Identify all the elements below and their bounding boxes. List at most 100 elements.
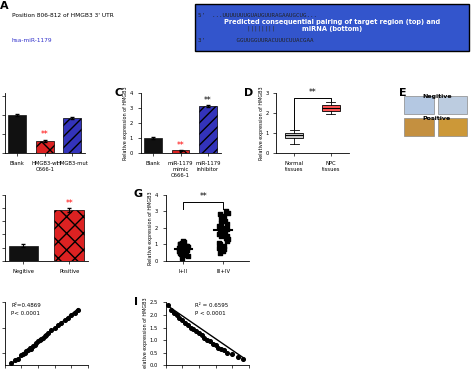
Point: [24, 347, 32, 353]
Point: [215, 240, 223, 246]
Point: [164, 302, 172, 308]
Point: [216, 241, 224, 247]
PathPatch shape: [285, 132, 303, 138]
Y-axis label: Relative expression of HMGB3: Relative expression of HMGB3: [143, 297, 148, 369]
Point: [27, 346, 35, 352]
Point: [184, 253, 191, 259]
Text: P< 0.0001: P< 0.0001: [11, 311, 40, 316]
Point: [181, 248, 188, 254]
Point: [179, 238, 187, 244]
Point: [206, 338, 214, 344]
Point: [222, 235, 230, 241]
Point: [183, 247, 191, 253]
Text: ||||||||: ||||||||: [198, 25, 274, 31]
Bar: [144, 138, 162, 153]
Text: Position 806-812 of HMGB3 3' UTR: Position 806-812 of HMGB3 3' UTR: [12, 13, 113, 18]
Point: [218, 217, 225, 223]
Point: [23, 349, 30, 355]
Point: [21, 350, 28, 356]
Point: [220, 230, 228, 236]
Text: E: E: [399, 88, 407, 98]
Point: [29, 344, 37, 349]
Bar: [404, 118, 434, 136]
Point: [218, 233, 225, 239]
Point: [223, 233, 231, 239]
Point: [182, 243, 190, 249]
Text: **: **: [177, 141, 184, 150]
Bar: [199, 106, 217, 153]
Point: [184, 322, 191, 328]
Point: [36, 337, 44, 343]
Point: [43, 332, 50, 338]
PathPatch shape: [321, 105, 340, 111]
X-axis label: C666-1: C666-1: [35, 167, 54, 172]
Point: [224, 238, 231, 244]
Text: 5'  ...UUUUUUUGUAUGUURAGAAUGCUG...: 5' ...UUUUUUUGUAUGUURAGAAUGCUG...: [198, 13, 317, 18]
Point: [215, 245, 223, 251]
Bar: [55, 210, 84, 261]
Point: [18, 352, 25, 358]
Bar: [438, 118, 467, 136]
Point: [187, 325, 194, 331]
Y-axis label: Relative expression of HMGB3: Relative expression of HMGB3: [148, 191, 153, 265]
Point: [221, 218, 228, 224]
Point: [182, 246, 189, 252]
Point: [19, 351, 27, 357]
Point: [224, 237, 231, 242]
Point: [177, 241, 184, 246]
Bar: [64, 118, 81, 153]
Point: [203, 337, 211, 343]
Point: [178, 240, 185, 246]
Point: [190, 326, 197, 332]
Point: [181, 251, 188, 256]
Point: [212, 342, 219, 348]
Point: [182, 252, 190, 258]
Point: [201, 335, 208, 341]
Text: P < 0.0001: P < 0.0001: [195, 311, 225, 316]
Point: [178, 241, 185, 247]
Point: [181, 320, 189, 325]
Point: [220, 347, 228, 353]
Text: C: C: [115, 88, 123, 98]
Point: [173, 312, 181, 318]
Point: [178, 250, 186, 256]
Bar: [404, 96, 434, 114]
Point: [224, 237, 231, 242]
Point: [216, 211, 224, 217]
Point: [219, 248, 227, 254]
Point: [217, 346, 225, 352]
Y-axis label: Relative expression of HMGB3: Relative expression of HMGB3: [123, 86, 128, 160]
Point: [234, 354, 242, 359]
Point: [176, 245, 184, 251]
Point: [220, 213, 228, 219]
Text: D: D: [244, 88, 253, 98]
Point: [39, 335, 47, 341]
Point: [223, 350, 230, 356]
FancyBboxPatch shape: [195, 4, 469, 51]
Text: Positive: Positive: [423, 115, 451, 121]
Text: **: **: [65, 199, 73, 208]
Point: [175, 248, 183, 254]
Point: [37, 336, 45, 342]
Point: [183, 243, 191, 249]
Point: [176, 249, 184, 255]
Text: R² = 0.6595: R² = 0.6595: [195, 303, 228, 308]
Point: [64, 315, 72, 321]
Bar: [9, 246, 38, 261]
Point: [26, 345, 34, 351]
Point: [216, 231, 223, 237]
Text: 3'         GGUUGGUURACUUUCUUACGAA: 3' GGUUGGUURACUUUCUUACGAA: [198, 38, 313, 43]
X-axis label: C666-1: C666-1: [171, 173, 190, 178]
Point: [176, 315, 183, 321]
Y-axis label: Relative expression of HMGB3: Relative expression of HMGB3: [259, 86, 264, 160]
Point: [224, 210, 231, 216]
Point: [55, 322, 62, 328]
Point: [216, 227, 223, 232]
Point: [179, 246, 187, 252]
Point: [175, 245, 182, 251]
Point: [215, 345, 222, 351]
Point: [11, 357, 18, 363]
Point: [180, 239, 187, 245]
Point: [217, 220, 225, 226]
Point: [31, 342, 38, 348]
